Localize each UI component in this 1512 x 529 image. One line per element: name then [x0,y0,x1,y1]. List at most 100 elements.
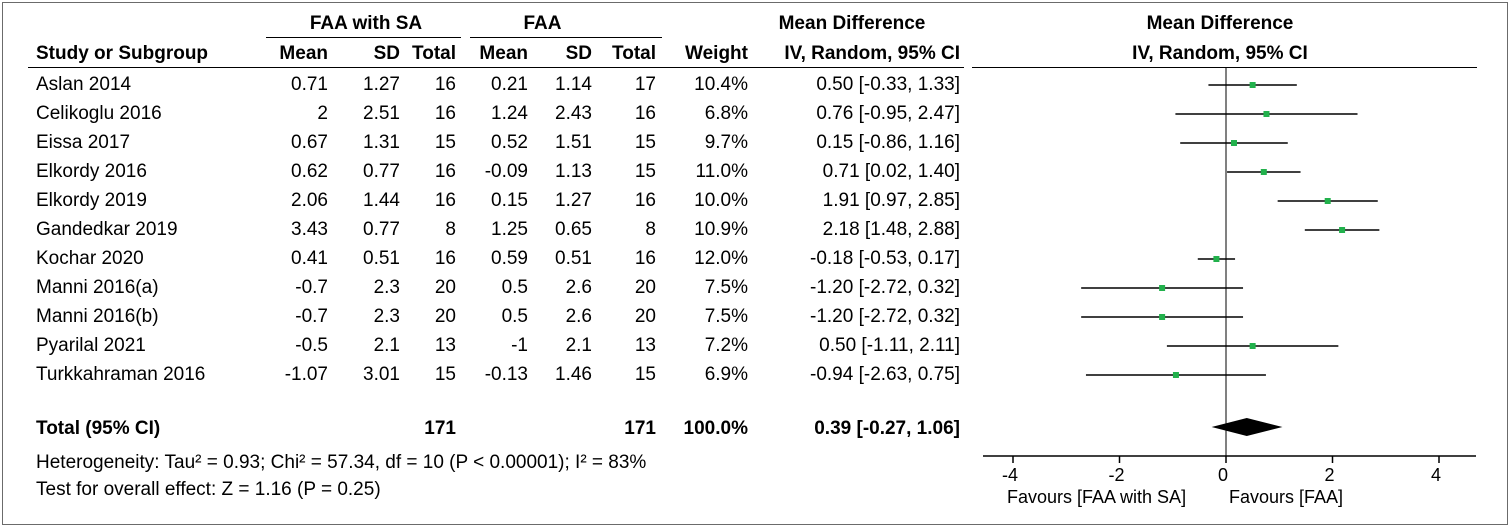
point-estimate [1249,82,1256,88]
mean1-cell: 3.43 [291,219,328,240]
weight-cell: 10.4% [694,74,748,95]
sd1-cell: 1.27 [363,74,400,95]
point-estimate [1249,343,1256,349]
weight-header: Weight [685,43,748,64]
study-name: Kochar 2020 [36,248,144,269]
sd2-cell: 0.51 [555,248,592,269]
group2-header: FAA [523,13,562,34]
x-tick-label: 2 [1324,465,1334,485]
sd2-header: SD [565,43,592,64]
total2-cell: 20 [634,277,656,298]
overall-effect-text: Test for overall effect: Z = 1.16 (P = 0… [36,479,381,500]
sd1-cell: 0.77 [363,161,400,182]
sd2-cell: 2.6 [565,277,592,298]
study-name: Pyarilal 2021 [36,335,146,356]
total2-cell: 15 [634,161,656,182]
study-name: Celikoglu 2016 [36,103,162,124]
total2-cell: 15 [634,132,656,153]
md-cell: 0.50 [-0.33, 1.33] [816,74,960,95]
study-name: Elkordy 2016 [36,161,147,182]
total-md: 0.39 [-0.27, 1.06] [814,418,960,439]
total1-sum: 171 [424,418,456,439]
mean2-cell: 1.25 [491,219,528,240]
favours-right-label: Favours [FAA] [1229,487,1344,507]
weight-cell: 9.7% [704,132,748,153]
md-cell: 0.71 [0.02, 1.40] [822,161,960,182]
study-name: Elkordy 2019 [36,190,147,211]
x-tick-label: 0 [1218,465,1228,485]
sd2-cell: 2.43 [555,103,592,124]
md-cell: -1.20 [-2.72, 0.32] [810,277,960,298]
group1-rule [266,37,461,38]
study-name: Manni 2016(a) [36,277,159,298]
plot-header-top: Mean Difference [1146,13,1294,34]
total1-cell: 8 [445,219,456,240]
sd2-cell: 2.1 [565,335,592,356]
point-estimate [1159,285,1166,291]
mean1-cell: 2.06 [291,190,328,211]
md-cell: -1.20 [-2.72, 0.32] [810,306,960,327]
sd1-cell: 2.1 [373,335,400,356]
mean1-cell: 0.41 [291,248,328,269]
point-estimate [1159,314,1166,320]
mean1-cell: -0.5 [295,335,328,356]
md-header-top: Mean Difference [778,13,926,34]
md-cell: 0.50 [-1.11, 2.11] [819,335,960,356]
mean1-cell: 0.67 [291,132,328,153]
total1-cell: 20 [434,306,456,327]
mean2-cell: 0.21 [491,74,528,95]
total2-cell: 16 [634,190,656,211]
mean1-cell: -0.7 [295,306,328,327]
favours-left-label: Favours [FAA with SA] [1007,487,1187,507]
x-tick-label: -2 [1108,465,1124,485]
sd2-cell: 1.51 [555,132,592,153]
mean2-cell: -0.13 [484,364,528,385]
sd1-cell: 2.51 [363,103,400,124]
x-tick-label: 4 [1431,465,1441,485]
point-estimate [1263,111,1270,117]
mean1-cell: 0.62 [291,161,328,182]
sd2-cell: 1.13 [555,161,592,182]
point-estimate [1213,256,1220,262]
total1-cell: 16 [434,248,456,269]
sd1-cell: 3.01 [363,364,400,385]
total1-cell: 15 [434,132,456,153]
total1-cell: 16 [434,103,456,124]
plot-header-rule [972,67,1477,68]
sd1-cell: 1.44 [363,190,400,211]
total2-sum: 171 [624,418,656,439]
pooled-diamond [1211,418,1283,436]
total1-header: Total [412,43,456,64]
weight-cell: 12.0% [694,248,748,269]
total2-cell: 13 [634,335,656,356]
plot-header-bottom: IV, Random, 95% CI [1132,43,1308,64]
total1-cell: 13 [434,335,456,356]
mean2-cell: -1 [511,335,528,356]
total1-cell: 16 [434,161,456,182]
total1-cell: 15 [434,364,456,385]
mean2-cell: 0.15 [491,190,528,211]
sd2-cell: 2.6 [565,306,592,327]
total1-cell: 20 [434,277,456,298]
mean1-cell: -1.07 [284,364,328,385]
weight-cell: 7.5% [704,306,748,327]
mean1-cell: 2 [317,103,328,124]
md-cell: 2.18 [1.48, 2.88] [822,219,960,240]
point-estimate [1339,227,1346,233]
sd1-cell: 1.31 [363,132,400,153]
study-name: Manni 2016(b) [36,306,159,327]
point-estimate [1260,169,1267,175]
mean2-cell: 0.5 [501,306,528,327]
study-name: Turkkahraman 2016 [36,364,206,385]
sd2-cell: 0.65 [555,219,592,240]
mean2-cell: 0.5 [501,277,528,298]
table-header-rule [28,67,964,68]
md-cell: 0.76 [-0.95, 2.47] [816,103,960,124]
total2-header: Total [612,43,656,64]
total2-cell: 16 [634,248,656,269]
x-tick-label: -4 [1002,465,1018,485]
study-name: Aslan 2014 [36,74,132,95]
sd1-header: SD [373,43,400,64]
